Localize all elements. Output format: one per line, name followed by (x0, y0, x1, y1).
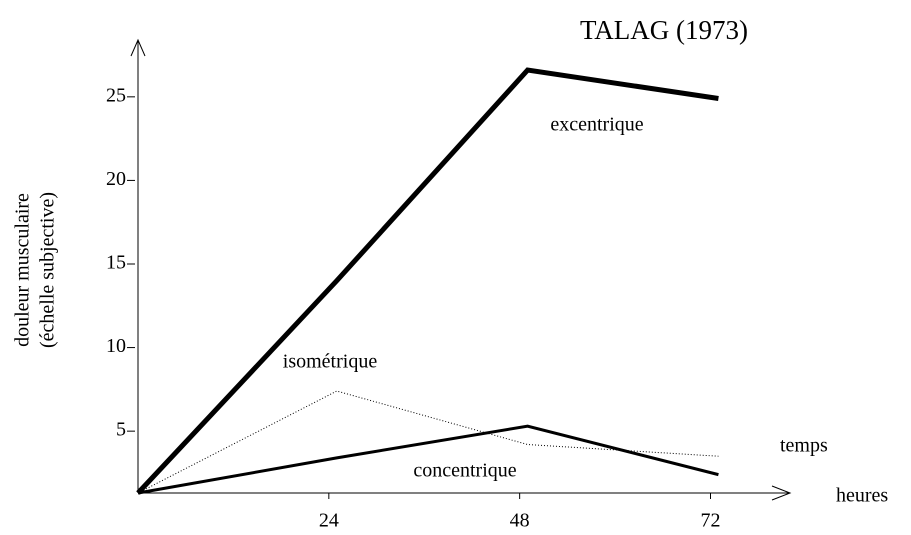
series-line (137, 424, 719, 495)
x-tick-label: 48 (510, 510, 530, 532)
y-tick-label: 5 (116, 419, 126, 441)
y-axis-label-line: douleur musculaire (12, 193, 34, 347)
x-tick-label: 72 (700, 510, 720, 532)
x-axis-label: temps (780, 435, 828, 457)
x-tick-label: 24 (319, 510, 339, 532)
y-tick-label: 20 (106, 168, 126, 190)
x-axis-label: heures (836, 485, 888, 507)
x-axis-arrow (771, 485, 792, 501)
y-axis-label: douleur musculaire (échelle subjective) (12, 192, 59, 348)
series-label: excentrique (550, 114, 643, 136)
series-line (137, 390, 719, 494)
series-line (136, 67, 719, 495)
y-axis-arrow (130, 38, 146, 57)
chart-title: TALAG (1973) (580, 15, 748, 45)
y-tick-label: 10 (106, 335, 126, 357)
y-tick-label: 15 (106, 252, 126, 274)
y-axis-label-line: (échelle subjective) (37, 192, 59, 348)
series-label: isométrique (283, 351, 378, 373)
y-tick-label: 25 (106, 84, 126, 106)
series-label: concentrique (413, 460, 516, 482)
